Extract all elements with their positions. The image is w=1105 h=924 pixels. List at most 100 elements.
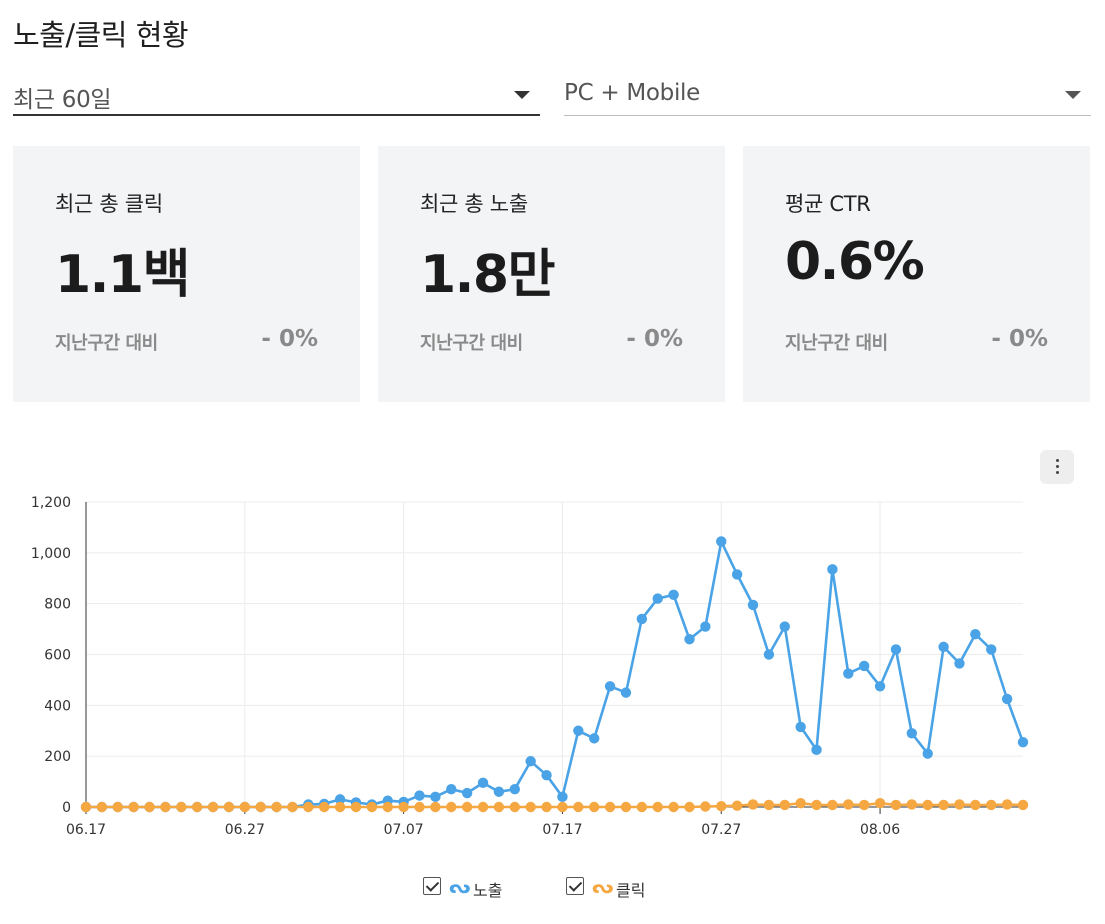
data-point (922, 748, 933, 759)
stat-card-impressions: 최근 총 노출 1.8만 지난구간 대비 - 0% (378, 146, 725, 402)
data-point (509, 784, 520, 795)
data-point (700, 801, 711, 812)
data-point (80, 801, 92, 813)
more-vertical-icon-dot (1056, 465, 1059, 468)
y-tick-label: 800 (44, 597, 71, 613)
y-tick-label: 1,000 (31, 546, 71, 562)
y-tick-label: 400 (44, 698, 71, 714)
stat-card-value: 1.1백 (55, 245, 190, 305)
data-point (350, 801, 362, 813)
stat-card-clicks: 최근 총 클릭 1.1백 지난구간 대비 - 0% (13, 146, 360, 402)
data-point (128, 801, 139, 813)
checkbox-icon[interactable] (566, 877, 584, 895)
device-select[interactable]: PC + Mobile (564, 70, 1091, 116)
data-point (191, 801, 203, 813)
legend-item-clicks[interactable]: ᔓ 클릭 (566, 874, 656, 900)
data-point (303, 801, 314, 813)
line-series-icon: ᔓ (592, 876, 614, 898)
y-tick-label: 0 (62, 800, 71, 816)
device-select-value: PC + Mobile (564, 80, 700, 106)
data-point (938, 641, 949, 653)
legend-item-impressions[interactable]: ᔓ 노출 (423, 874, 513, 900)
data-point (430, 791, 441, 803)
data-point (636, 613, 648, 625)
data-point (874, 797, 886, 809)
data-point (763, 799, 775, 811)
stat-card-compare-label: 지난구간 대비 (55, 333, 158, 354)
data-point (652, 593, 663, 604)
data-point (319, 801, 330, 813)
impressions-clicks-line-chart: 0 200 400 600 800 1,000 1,200 06.17 06.27 07.07 07… (31, 495, 1029, 838)
legend-label: 클릭 (616, 881, 646, 900)
data-point (557, 801, 568, 813)
data-point (620, 687, 632, 698)
data-point (96, 801, 108, 813)
series-line-impressions (86, 540, 1025, 809)
data-point (890, 799, 902, 811)
data-point (795, 797, 806, 809)
data-point (1001, 799, 1013, 810)
data-point (716, 801, 727, 812)
data-point (747, 599, 759, 611)
data-point (668, 589, 679, 600)
checkbox-icon[interactable] (423, 877, 441, 895)
data-point (620, 801, 632, 813)
stat-card-ctr: 평균 CTR 0.6% 지난구간 대비 - 0% (743, 146, 1090, 402)
data-point (541, 801, 552, 813)
data-point (398, 801, 409, 813)
data-point (573, 725, 584, 736)
data-point (287, 801, 298, 813)
stat-card-value: 1.8만 (420, 245, 555, 305)
data-point (684, 634, 695, 645)
data-point (700, 621, 711, 632)
data-point (906, 728, 918, 739)
data-point (223, 801, 235, 813)
data-point (144, 801, 155, 813)
data-point (890, 644, 902, 655)
data-point (922, 799, 933, 811)
data-point (430, 801, 441, 813)
data-point (255, 801, 266, 813)
data-point (112, 801, 123, 813)
data-point (636, 801, 648, 813)
data-point (604, 801, 616, 813)
stat-card-compare-label: 지난구간 대비 (420, 333, 523, 354)
y-tick-label: 200 (44, 749, 71, 765)
page-title: 노출/클릭 현황 (13, 18, 189, 52)
data-point (938, 799, 949, 811)
data-point (731, 800, 743, 811)
data-point (493, 801, 505, 813)
data-point (811, 799, 822, 811)
caret-down-icon (514, 91, 530, 99)
stat-card-label: 최근 총 클릭 (55, 192, 163, 216)
more-vertical-icon-dot (1056, 471, 1059, 474)
chart-menu-button[interactable] (1040, 450, 1074, 484)
data-point (684, 801, 695, 813)
data-point (1017, 799, 1029, 811)
x-tick-label: 06.27 (225, 822, 265, 838)
data-point (668, 801, 679, 813)
data-point (827, 799, 838, 811)
more-vertical-icon (1056, 459, 1059, 462)
data-point (207, 801, 219, 813)
data-point (414, 790, 425, 801)
data-point (160, 801, 171, 813)
period-select[interactable]: 최근 60일 (13, 70, 540, 116)
period-select-value: 최근 60일 (13, 87, 112, 113)
data-point (652, 801, 663, 813)
stat-card-label: 최근 총 노출 (420, 192, 528, 216)
legend-label: 노출 (473, 881, 503, 900)
data-point (176, 801, 187, 813)
data-point (827, 564, 838, 575)
caret-down-icon (1065, 91, 1081, 99)
data-point (334, 801, 346, 813)
data-point (461, 801, 473, 813)
line-series-icon: ᔓ (449, 876, 471, 898)
stat-card-label: 평균 CTR (785, 192, 871, 216)
data-point (557, 791, 568, 803)
data-point (414, 801, 425, 813)
y-tick-label: 600 (44, 648, 71, 664)
data-point (604, 681, 616, 692)
x-tick-label: 06.17 (66, 822, 106, 838)
data-point (779, 799, 790, 811)
